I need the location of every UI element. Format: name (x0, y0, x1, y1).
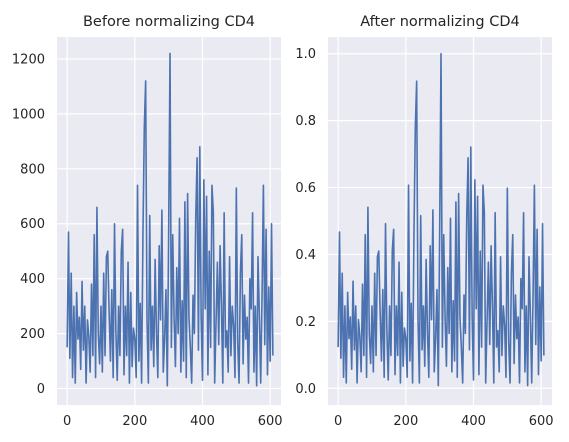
y-tick-label-after-5: 1.0 (295, 47, 316, 62)
y-tick-label-before-6: 1200 (12, 52, 45, 67)
chart-panel-before: 0 200 400 600 0 200 400 600 800 1000 1200 Before n… (12, 14, 283, 429)
y-tick-label-before-3: 600 (20, 217, 45, 232)
series-layer-after (337, 52, 545, 387)
x-tick-label-after-3: 600 (529, 414, 554, 429)
y-tick-label-after-2: 0.4 (295, 248, 316, 263)
series-layer-before (66, 52, 274, 387)
x-tick-label-before-1: 200 (122, 414, 147, 429)
x-tick-label-before-3: 600 (258, 414, 283, 429)
x-tick-label-after-1: 200 (393, 414, 418, 429)
x-tick-label-after-2: 400 (461, 414, 486, 429)
tick-labels-before: 0 200 400 600 0 200 400 600 800 1000 1200 (12, 52, 283, 429)
y-tick-label-before-4: 800 (20, 162, 45, 177)
chart-panel-after: 0 200 400 600 0.0 0.2 0.4 0.6 0.8 1.0 After norma… (295, 14, 553, 429)
x-tick-label-after-0: 0 (334, 414, 342, 429)
y-tick-label-before-5: 1000 (12, 107, 45, 122)
y-tick-label-after-0: 0.0 (295, 382, 316, 397)
series-line-after-0 (337, 52, 545, 387)
y-tick-label-after-1: 0.2 (295, 315, 316, 330)
y-tick-label-after-4: 0.8 (295, 114, 316, 129)
chart-title-after: After normalizing CD4 (360, 14, 519, 30)
y-tick-label-before-2: 400 (20, 272, 45, 287)
x-tick-label-before-0: 0 (63, 414, 71, 429)
series-line-before-0 (66, 52, 274, 387)
y-tick-label-before-0: 0 (37, 382, 45, 397)
y-tick-label-before-1: 200 (20, 327, 45, 342)
y-tick-label-after-3: 0.6 (295, 181, 316, 196)
chart-title-before: Before normalizing CD4 (83, 14, 255, 30)
x-tick-label-before-2: 400 (190, 414, 215, 429)
tick-labels-after: 0 200 400 600 0.0 0.2 0.4 0.6 0.8 1.0 (295, 47, 553, 429)
